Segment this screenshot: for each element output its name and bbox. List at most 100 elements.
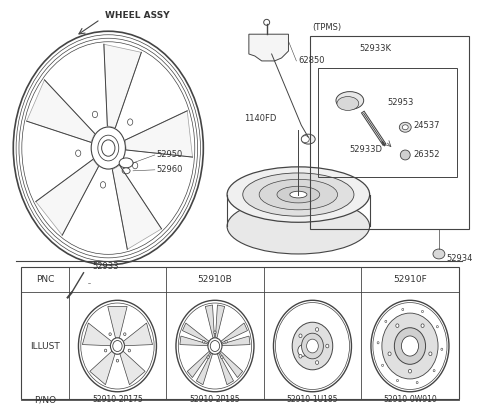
Ellipse shape [102, 140, 115, 156]
Polygon shape [180, 336, 208, 346]
Polygon shape [216, 305, 225, 338]
Text: ILLUST: ILLUST [30, 341, 60, 350]
Ellipse shape [385, 320, 387, 323]
Ellipse shape [396, 324, 399, 328]
Bar [310, 36, 468, 229]
Text: P/NO: P/NO [34, 396, 56, 405]
Ellipse shape [401, 336, 419, 356]
Ellipse shape [292, 322, 333, 370]
Ellipse shape [421, 324, 424, 328]
Ellipse shape [298, 345, 308, 356]
Polygon shape [120, 351, 145, 385]
Ellipse shape [109, 333, 111, 335]
Text: 62850: 62850 [299, 57, 325, 66]
Bar [318, 68, 457, 177]
Polygon shape [249, 34, 288, 61]
Ellipse shape [100, 182, 106, 188]
Ellipse shape [105, 349, 107, 352]
Ellipse shape [227, 199, 370, 254]
Text: 52933: 52933 [93, 263, 119, 271]
Ellipse shape [337, 96, 359, 110]
Ellipse shape [227, 167, 370, 222]
Polygon shape [26, 80, 95, 142]
Ellipse shape [433, 370, 435, 372]
Text: 52960: 52960 [157, 165, 183, 174]
Ellipse shape [132, 162, 138, 169]
Ellipse shape [402, 125, 408, 130]
Ellipse shape [315, 328, 319, 331]
Text: 52910B: 52910B [198, 275, 232, 284]
Ellipse shape [259, 179, 337, 210]
Ellipse shape [122, 168, 130, 174]
Text: 1140FD: 1140FD [244, 114, 276, 123]
Ellipse shape [441, 348, 443, 350]
Ellipse shape [395, 328, 426, 364]
Circle shape [264, 20, 270, 25]
Text: 52933K: 52933K [360, 44, 392, 53]
Polygon shape [123, 323, 153, 346]
Ellipse shape [221, 356, 223, 359]
Polygon shape [108, 306, 127, 338]
Ellipse shape [301, 136, 309, 142]
Text: 52934: 52934 [447, 254, 473, 263]
Polygon shape [221, 323, 248, 343]
Text: 26352: 26352 [413, 151, 440, 160]
Polygon shape [205, 305, 215, 338]
Ellipse shape [92, 111, 97, 118]
Ellipse shape [128, 349, 131, 352]
Polygon shape [83, 323, 111, 346]
Ellipse shape [408, 369, 411, 373]
Polygon shape [220, 351, 242, 378]
Ellipse shape [301, 333, 324, 359]
Ellipse shape [336, 92, 364, 109]
Text: 52950: 52950 [157, 151, 183, 160]
Ellipse shape [382, 313, 438, 379]
Ellipse shape [421, 311, 423, 313]
Text: 52933D: 52933D [350, 145, 383, 154]
Ellipse shape [382, 364, 384, 366]
Ellipse shape [377, 341, 379, 344]
Polygon shape [217, 353, 234, 385]
Polygon shape [196, 353, 213, 385]
Ellipse shape [124, 333, 126, 335]
Ellipse shape [402, 309, 404, 311]
Bar [21, 267, 459, 400]
Text: PNC: PNC [36, 275, 54, 284]
Ellipse shape [290, 191, 307, 198]
Polygon shape [187, 351, 210, 378]
Ellipse shape [396, 379, 398, 382]
Ellipse shape [429, 352, 432, 356]
Text: (TPMS): (TPMS) [312, 23, 341, 32]
Polygon shape [182, 323, 209, 343]
Ellipse shape [277, 186, 320, 203]
Text: 52910F: 52910F [393, 275, 427, 284]
Text: 52910-2P185: 52910-2P185 [190, 396, 240, 405]
Ellipse shape [299, 334, 302, 338]
Polygon shape [112, 165, 162, 249]
Text: 52910-2P175: 52910-2P175 [92, 396, 143, 405]
Ellipse shape [116, 359, 119, 362]
Text: WHEEL ASSY: WHEEL ASSY [105, 11, 170, 20]
Text: 52910-0W910: 52910-0W910 [383, 396, 437, 405]
Ellipse shape [128, 119, 133, 125]
Polygon shape [90, 351, 115, 385]
Polygon shape [222, 336, 250, 346]
Circle shape [400, 150, 410, 160]
Text: 52953: 52953 [387, 98, 414, 107]
Ellipse shape [436, 326, 438, 328]
Ellipse shape [225, 340, 227, 343]
Ellipse shape [207, 356, 209, 359]
Ellipse shape [433, 249, 445, 259]
Ellipse shape [299, 354, 302, 358]
Ellipse shape [301, 134, 315, 144]
Ellipse shape [307, 339, 318, 353]
Ellipse shape [214, 331, 216, 334]
Polygon shape [104, 44, 141, 128]
Ellipse shape [75, 150, 81, 156]
Ellipse shape [399, 123, 411, 132]
Ellipse shape [388, 352, 391, 356]
Ellipse shape [326, 344, 329, 348]
Ellipse shape [315, 361, 319, 364]
Ellipse shape [243, 173, 354, 216]
Polygon shape [125, 111, 192, 157]
